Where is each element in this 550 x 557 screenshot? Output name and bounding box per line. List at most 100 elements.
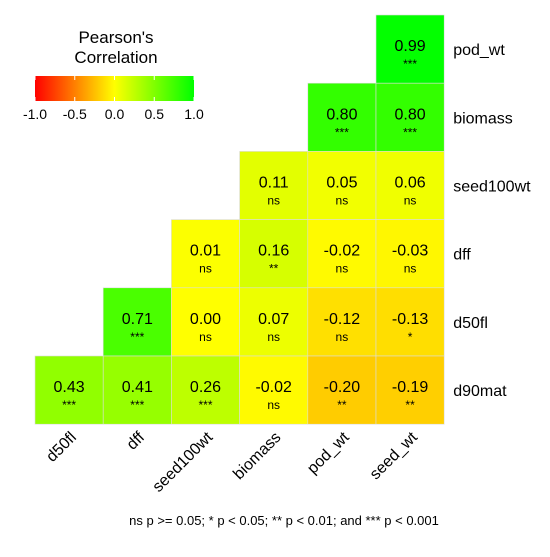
heatmap-cell-rect xyxy=(307,151,377,220)
heatmap-cell-rect xyxy=(239,287,309,357)
legend-tick-label: -0.5 xyxy=(63,106,87,122)
cell-value-label: 0.71 xyxy=(122,311,153,328)
heatmap-cell: -0.02 ns xyxy=(307,219,377,289)
heatmap-cell-rect xyxy=(375,287,445,357)
legend-colorbar xyxy=(35,76,194,101)
cell-significance-label: *** xyxy=(335,125,349,139)
cell-value-label: 0.26 xyxy=(190,379,221,396)
cell-significance-label: *** xyxy=(62,398,76,412)
cell-value-label: 0.07 xyxy=(258,311,289,328)
cell-significance-label: ns xyxy=(336,194,349,208)
legend-title-line2: Correlation xyxy=(74,48,157,67)
heatmap-cell: -0.13 * xyxy=(375,287,445,357)
heatmap-cell-rect xyxy=(375,14,445,84)
cell-significance-label: ns xyxy=(404,262,417,276)
heatmap-cell-rect xyxy=(375,82,445,152)
cell-value-label: -0.03 xyxy=(392,243,429,260)
legend-tick-label: 1.0 xyxy=(184,106,204,122)
heatmap-cell: -0.19 ** xyxy=(375,355,445,425)
cell-significance-label: ns xyxy=(267,330,280,344)
y-axis-label: biomass xyxy=(453,110,513,127)
legend-title-line1: Pearson's xyxy=(78,28,153,47)
cell-value-label: 0.00 xyxy=(190,311,221,328)
heatmap-cell-rect xyxy=(307,219,377,289)
heatmap-cell-rect xyxy=(102,287,172,357)
x-axis-label: pod_wt xyxy=(304,429,353,478)
x-axis-label: biomass xyxy=(230,429,284,483)
cell-value-label: 0.06 xyxy=(395,175,426,192)
heatmap-cell-rect xyxy=(307,287,377,357)
cell-significance-label: *** xyxy=(403,125,417,139)
cell-value-label: -0.02 xyxy=(255,379,292,396)
heatmap-cell: 0.71 *** xyxy=(102,287,172,357)
cell-significance-label: *** xyxy=(130,398,144,412)
y-axis-label: pod_wt xyxy=(453,42,505,59)
significance-footnote: ns p >= 0.05; * p < 0.05; ** p < 0.01; a… xyxy=(129,513,439,528)
cell-significance-label: ns xyxy=(199,262,212,276)
x-axis-label: seed_wt xyxy=(367,429,422,484)
cell-value-label: -0.12 xyxy=(324,311,361,328)
heatmap-cell: 0.05 ns xyxy=(307,151,377,220)
heatmap-cell: 0.16 ** xyxy=(239,219,309,289)
cell-value-label: 0.41 xyxy=(122,379,153,396)
y-axis-label: d90mat xyxy=(453,383,507,400)
heatmap-cell: 0.80 *** xyxy=(307,82,377,152)
heatmap-cell: 0.11 ns xyxy=(239,151,309,220)
cell-value-label: 0.01 xyxy=(190,243,221,260)
cell-value-label: -0.02 xyxy=(324,243,361,260)
heatmap-cell: 0.99 *** xyxy=(375,14,445,84)
heatmap-cell: 0.80 *** xyxy=(375,82,445,152)
heatmap-cell-rect xyxy=(171,355,240,425)
heatmap-cell: 0.41 *** xyxy=(102,355,172,425)
heatmap-cell: -0.12 ns xyxy=(307,287,377,357)
cell-value-label: 0.80 xyxy=(326,106,357,123)
cell-significance-label: ** xyxy=(337,398,347,412)
heatmap-cell-rect xyxy=(171,287,240,357)
heatmap-cell-rect xyxy=(375,355,445,425)
heatmap-cell-rect xyxy=(375,219,445,289)
cell-significance-label: ns xyxy=(336,262,349,276)
y-axis-label: dff xyxy=(453,247,471,264)
cell-value-label: 0.11 xyxy=(259,175,289,192)
heatmap-cell: -0.20 ** xyxy=(307,355,377,425)
cell-value-label: 0.80 xyxy=(395,106,426,123)
cell-significance-label: *** xyxy=(130,330,144,344)
heatmap-cell-rect xyxy=(307,355,377,425)
cell-significance-label: *** xyxy=(198,398,212,412)
heatmap-cell-rect xyxy=(307,82,377,152)
y-axis-label: d50fl xyxy=(453,315,488,332)
heatmap-cell: 0.00 ns xyxy=(171,287,240,357)
cell-value-label: -0.13 xyxy=(392,311,429,328)
heatmap-cell-rect xyxy=(102,355,172,425)
legend-tick-label: -1.0 xyxy=(23,106,47,122)
heatmap-cell: 0.06 ns xyxy=(375,151,445,220)
heatmap-cell: -0.02 ns xyxy=(239,355,309,425)
cell-value-label: -0.19 xyxy=(392,379,429,396)
heatmap-cell: 0.26 *** xyxy=(171,355,240,425)
cell-value-label: -0.20 xyxy=(324,379,361,396)
color-legend: Pearson's Correlation -1.0 -0.5 0.0 0.5 1.0 xyxy=(23,28,204,122)
heatmap-cell: 0.01 ns xyxy=(171,219,240,289)
cell-value-label: 0.16 xyxy=(258,243,289,260)
cell-significance-label: ** xyxy=(405,398,415,412)
cell-significance-label: ** xyxy=(269,262,279,276)
legend-tick-label: 0.0 xyxy=(105,106,125,122)
cell-significance-label: ns xyxy=(404,194,417,208)
cell-value-label: 0.05 xyxy=(326,175,357,192)
heatmap-cell: 0.43 *** xyxy=(34,355,104,425)
x-axis-label: dff xyxy=(124,429,149,454)
heatmap-cell-rect xyxy=(34,355,104,425)
heatmap-cell: 0.07 ns xyxy=(239,287,309,357)
legend-tick-label: 0.5 xyxy=(145,106,165,122)
heatmap-cell: -0.03 ns xyxy=(375,219,445,289)
cell-significance-label: * xyxy=(408,330,413,344)
cell-significance-label: *** xyxy=(403,57,417,71)
cell-significance-label: ns xyxy=(336,330,349,344)
cell-value-label: 0.43 xyxy=(54,379,85,396)
y-axis-label: seed100wt xyxy=(453,179,531,196)
x-axis-label: d50fl xyxy=(43,429,80,466)
cell-significance-label: ns xyxy=(199,330,212,344)
cell-significance-label: ns xyxy=(267,398,280,412)
heatmap-cell-rect xyxy=(171,219,240,289)
